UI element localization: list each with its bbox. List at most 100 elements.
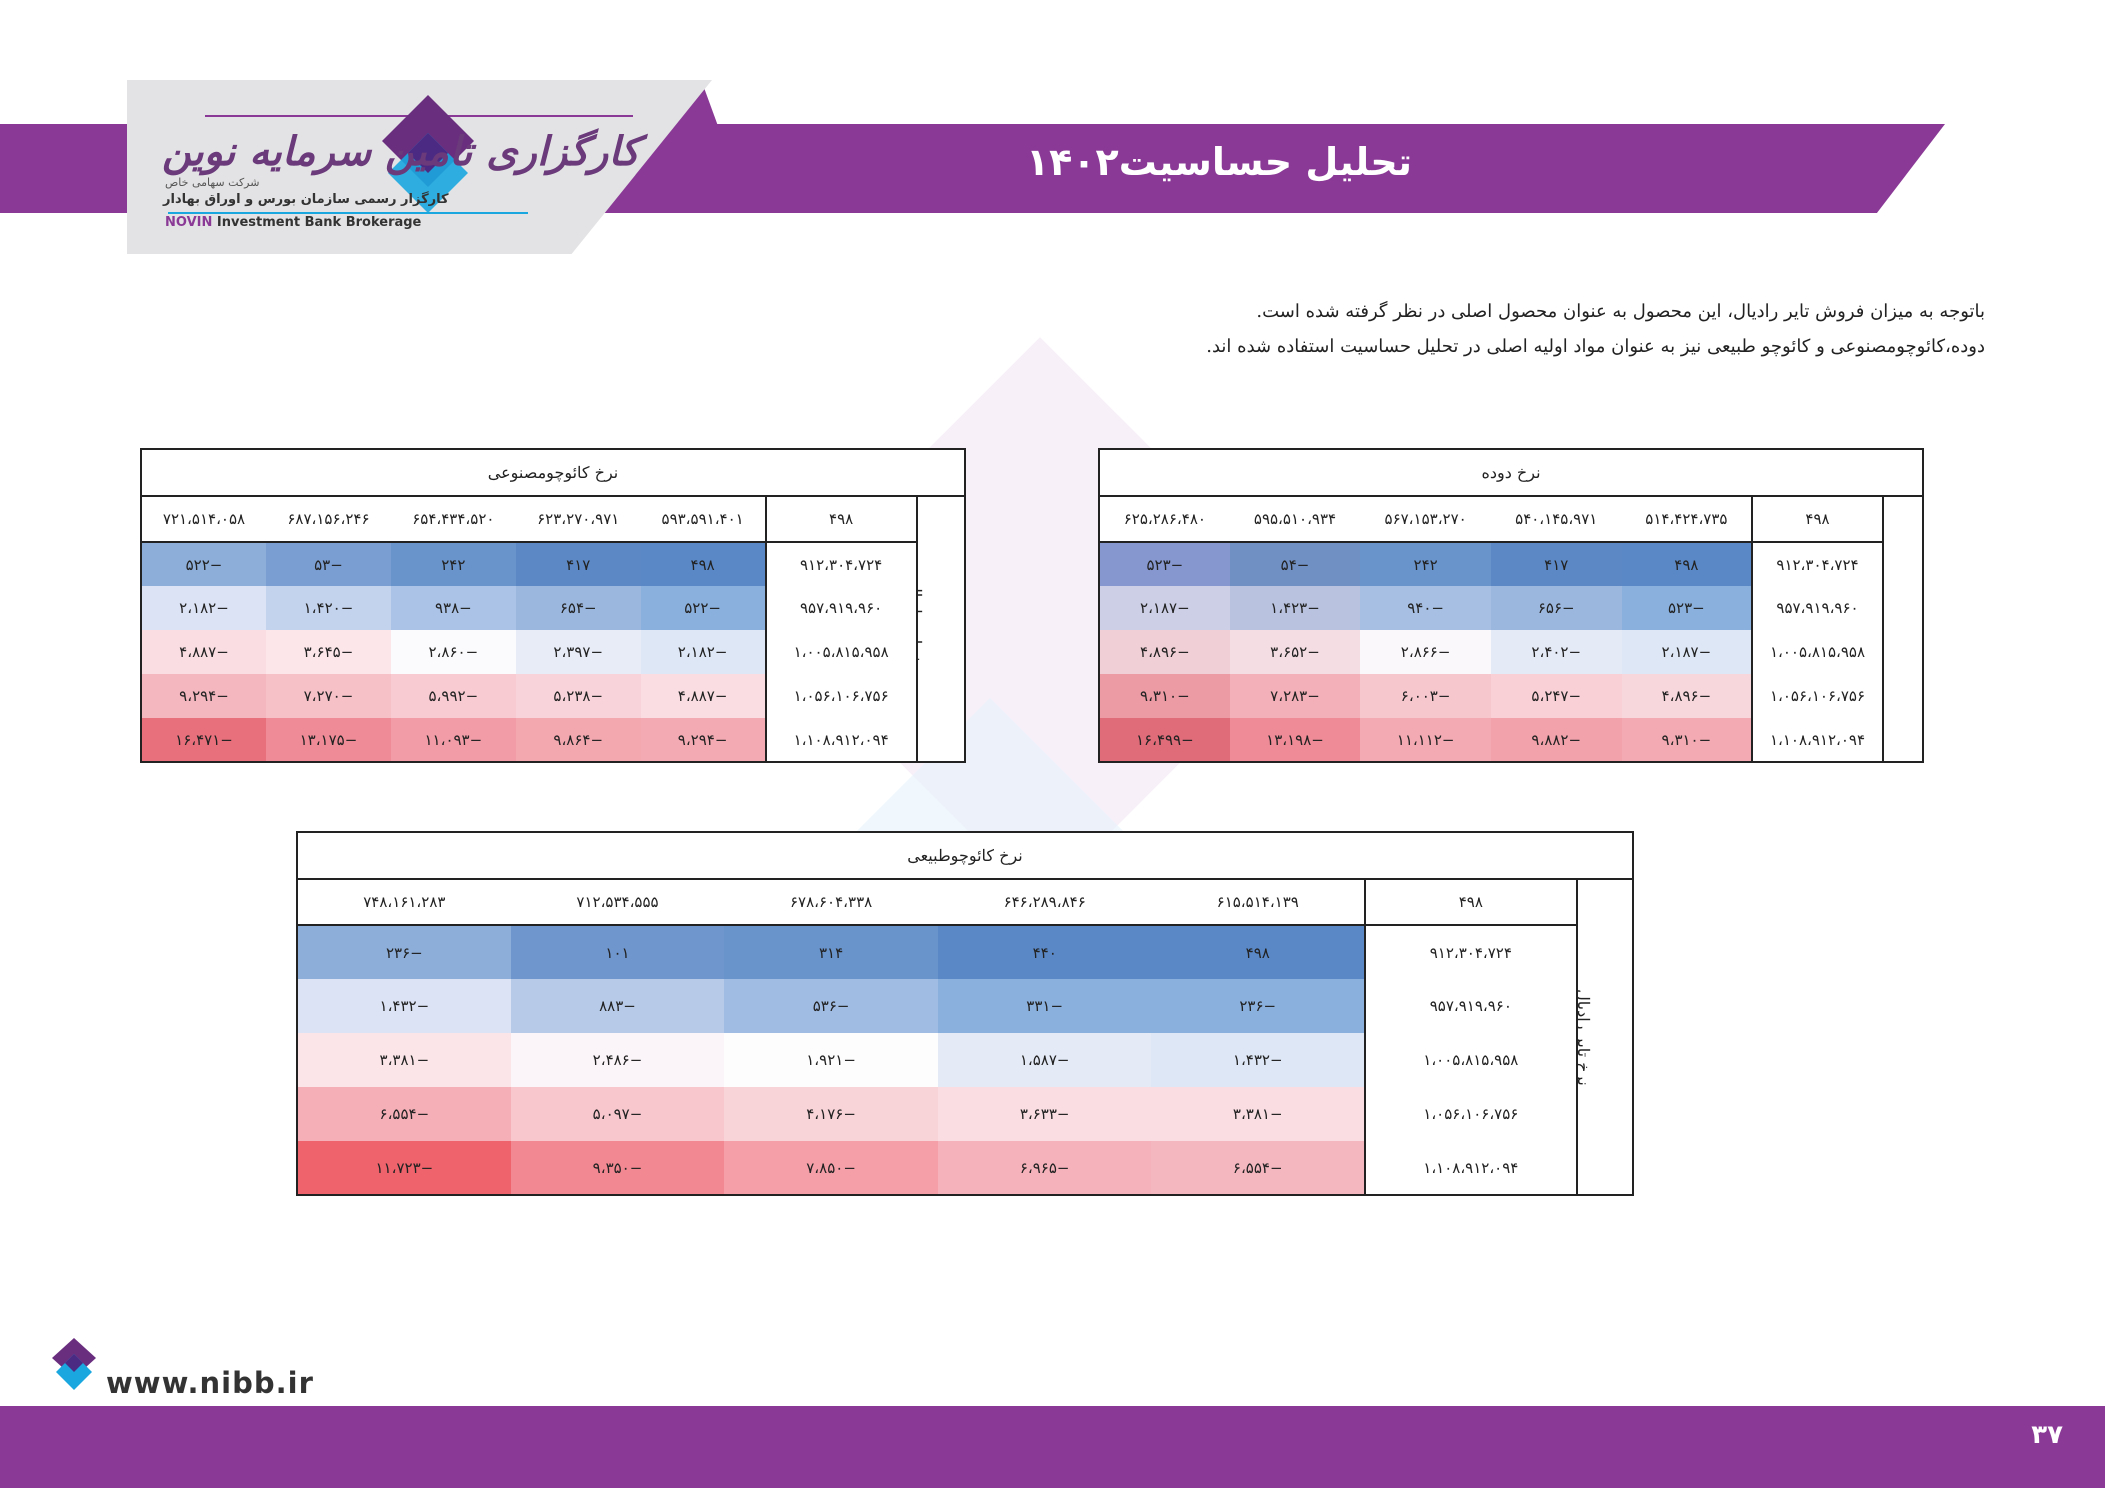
intro-paragraph: باتوجه به میزان فروش تایر رادیال، این مح… bbox=[885, 294, 1985, 364]
column-header: ۵۴۰،۱۴۵،۹۷۱ bbox=[1490, 496, 1622, 542]
row-rate: ۱،۱۰۸،۹۱۲،۰۹۴ bbox=[1364, 1141, 1578, 1195]
row-rate: ۹۵۷،۹۱۹،۹۶۰ bbox=[1364, 979, 1578, 1033]
table-cell: −۵۴ bbox=[1229, 541, 1361, 586]
row-rate: ۱،۰۵۶،۱۰۶،۷۵۶ bbox=[764, 674, 918, 718]
table-cell: −۱،۴۲۰ bbox=[266, 586, 391, 630]
table-cell: ۱۰۱ bbox=[510, 924, 725, 979]
table-cell: −۱،۵۸۷ bbox=[937, 1033, 1152, 1087]
column-header: ۷۲۱،۵۱۴،۰۵۸ bbox=[141, 496, 266, 542]
website-link[interactable]: www.nibb.ir bbox=[106, 1366, 314, 1400]
table-cell: −۹،۲۹۴ bbox=[141, 674, 266, 718]
table-caption-row: نرخ کائوچومصنوعی bbox=[140, 448, 966, 497]
table-header-row: نرخ تایر رادیال ۴۹۸ ۵۹۳،۵۹۱،۴۰۱ ۶۲۳،۲۷۰،۹۷۱… bbox=[141, 495, 967, 763]
table-cell: ۳۱۴ bbox=[724, 924, 938, 979]
table-cell: −۶،۹۶۵ bbox=[937, 1141, 1152, 1195]
table-cell: −۱۱،۰۹۳ bbox=[390, 718, 516, 762]
row-rate: ۱،۱۰۸،۹۱۲،۰۹۴ bbox=[1751, 718, 1884, 762]
sensitivity-table-synthetic-rubber: نرخ کائوچومصنوعی نرخ تایر رادیال ۴۹۸ ۵۹۳،۵۹… bbox=[140, 448, 967, 763]
column-header: ۶۲۳،۲۷۰،۹۷۱ bbox=[515, 496, 641, 542]
row-rate: ۱،۰۰۵،۸۱۵،۹۵۸ bbox=[1364, 1033, 1578, 1087]
sensitivity-table-natural-rubber: نرخ کائوچوطبیعی نرخ تایر رادیال ۴۹۸ ۶۱۵،۵۱۴… bbox=[296, 831, 1635, 1196]
table-cell: −۹۳۸ bbox=[390, 586, 516, 630]
table-row: ۹۵۷،۹۱۹،۹۶۰ −۵۲۳ −۶۵۶ −۹۴۰ −۱،۴۲۳ −۲،۱۸۷ bbox=[1099, 586, 1923, 630]
logo-en-brand: NOVIN bbox=[165, 215, 213, 230]
corner-value: ۴۹۸ bbox=[1751, 496, 1884, 542]
table-cell: −۴،۸۹۶ bbox=[1621, 674, 1753, 718]
table-cell: −۵۳۶ bbox=[724, 979, 938, 1033]
table-cell: −۴،۸۸۷ bbox=[141, 630, 266, 674]
intro-line-1: باتوجه به میزان فروش تایر رادیال، این مح… bbox=[1256, 301, 1985, 322]
row-rate: ۹۵۷،۹۱۹،۹۶۰ bbox=[1751, 586, 1884, 630]
table-cell: −۲۳۶ bbox=[1151, 979, 1366, 1033]
table-cell: ۴۱۷ bbox=[515, 541, 641, 586]
table-cell: −۳،۳۸۱ bbox=[1151, 1087, 1366, 1141]
table-cell: −۱،۴۳۲ bbox=[297, 979, 511, 1033]
table-row: ۹۵۷،۹۱۹،۹۶۰ −۵۲۲ −۶۵۴ −۹۳۸ −۱،۴۲۰ −۲،۱۸۲ bbox=[141, 586, 965, 630]
table-cell: −۶۵۴ bbox=[515, 586, 641, 630]
logo-mark-icon bbox=[382, 95, 474, 213]
row-axis-label: نرخ تایر رادیال bbox=[1575, 878, 1635, 1196]
table-cell: ۴۹۸ bbox=[1621, 541, 1753, 586]
table-cell: −۱۶،۴۹۹ bbox=[1099, 718, 1230, 762]
table-cell: ۴۱۷ bbox=[1490, 541, 1622, 586]
table-cell: −۷،۸۵۰ bbox=[724, 1141, 938, 1195]
table-cell: −۵،۹۹۲ bbox=[390, 674, 516, 718]
sensitivity-table-carbon-black: نرخ دودهنرخ تایر رادیال۴۹۸۵۱۴،۴۲۴،۷۳۵۵۴۰… bbox=[1098, 448, 1925, 763]
table-caption-row: نرخ کائوچوطبیعی bbox=[296, 831, 1634, 880]
table-cell: −۳،۶۳۳ bbox=[937, 1087, 1152, 1141]
column-header: ۵۱۴،۴۲۴،۷۳۵ bbox=[1621, 496, 1753, 542]
table-cell: −۴،۸۸۷ bbox=[640, 674, 766, 718]
corner-value: ۴۹۸ bbox=[764, 496, 918, 542]
column-header: ۵۹۳،۵۹۱،۴۰۱ bbox=[640, 496, 766, 542]
table-cell: ۴۹۸ bbox=[1151, 924, 1366, 979]
column-header: ۶۸۷،۱۵۶،۲۴۶ bbox=[266, 496, 391, 542]
footer-logo-icon bbox=[52, 1338, 96, 1390]
table-cell: ۴۴۰ bbox=[937, 924, 1152, 979]
table-cell: ۲۴۲ bbox=[1360, 541, 1491, 586]
table-cell: −۲،۴۸۶ bbox=[510, 1033, 725, 1087]
table-cell: ۲۴۲ bbox=[390, 541, 516, 586]
table-cell: −۹،۲۹۴ bbox=[640, 718, 766, 762]
table-row: ۱،۰۰۵،۸۱۵،۹۵۸ −۱،۴۳۲ −۱،۵۸۷ −۱،۹۲۱ −۲،۴۸۶ −۳،… bbox=[297, 1033, 1633, 1087]
column-header: ۷۴۸،۱۶۱،۲۸۳ bbox=[297, 879, 511, 925]
table-cell: −۵۳ bbox=[266, 541, 391, 586]
table-cell: −۹،۳۱۰ bbox=[1099, 674, 1230, 718]
row-rate: ۹۱۲،۳۰۴،۷۲۴ bbox=[764, 541, 918, 586]
table-cell: −۳،۳۸۱ bbox=[297, 1033, 511, 1087]
table-cell: −۶،۵۵۴ bbox=[297, 1087, 511, 1141]
logo-text-fa: کارگزاری تامین سرمایه نوین bbox=[162, 128, 640, 175]
table-header-row: نرخ تایر رادیال ۴۹۸ ۶۱۵،۵۱۴،۱۳۹ ۶۴۶،۲۸۹،۸۴۶… bbox=[297, 878, 1635, 1196]
table-cell: −۲،۱۸۲ bbox=[640, 630, 766, 674]
table-row: ۹۵۷،۹۱۹،۹۶۰ −۲۳۶ −۳۳۱ −۵۳۶ −۸۸۳ −۱،۴۳۲ bbox=[297, 979, 1633, 1033]
table-cell: −۳،۶۵۲ bbox=[1229, 630, 1361, 674]
table-cell: −۴،۸۹۶ bbox=[1099, 630, 1230, 674]
table-cell: −۱۱،۱۱۲ bbox=[1360, 718, 1491, 762]
table-row: ۱،۰۵۶،۱۰۶،۷۵۶ −۴،۸۹۶ −۵،۲۴۷ −۶،۰۰۳ −۷،۲۸۳ −۹،… bbox=[1099, 674, 1923, 718]
table-cell: −۲،۱۸۷ bbox=[1099, 586, 1230, 630]
table-cell: −۲،۳۹۷ bbox=[515, 630, 641, 674]
table-row: ۹۱۲،۳۰۴،۷۲۴ ۴۹۸ ۴۱۷ ۲۴۲ −۵۳ −۵۲۲ bbox=[141, 541, 965, 586]
table-row: ۱،۱۰۸،۹۱۲،۰۹۴ −۹،۲۹۴ −۹،۸۶۴ −۱۱،۰۹۳ −۱۳،۱۷۵−… bbox=[141, 718, 965, 762]
row-axis-label: نرخ تایر رادیال bbox=[1881, 495, 1925, 763]
table-cell: −۶،۵۵۴ bbox=[1151, 1141, 1366, 1195]
table-cell: −۱۳،۱۷۵ bbox=[266, 718, 391, 762]
table-cell: ۴۹۸ bbox=[640, 541, 766, 586]
table-row: ۱،۰۵۶،۱۰۶،۷۵۶ −۳،۳۸۱ −۳،۶۳۳ −۴،۱۷۶ −۵،۰۹۷ −۶،… bbox=[297, 1087, 1633, 1141]
row-rate: ۹۱۲،۳۰۴،۷۲۴ bbox=[1364, 924, 1578, 979]
column-header: ۶۴۶،۲۸۹،۸۴۶ bbox=[937, 879, 1152, 925]
table-cell: −۷،۲۸۳ bbox=[1229, 674, 1361, 718]
table-header-row: نرخ تایر رادیال۴۹۸۵۱۴،۴۲۴،۷۳۵۵۴۰،۱۴۵،۹۷۱… bbox=[1099, 495, 1925, 763]
table-cell: −۹،۳۵۰ bbox=[510, 1141, 725, 1195]
row-rate: ۹۱۲،۳۰۴،۷۲۴ bbox=[1751, 541, 1884, 586]
row-axis-label: نرخ تایر رادیال bbox=[915, 495, 967, 763]
table-row: ۹۱۲،۳۰۴،۷۲۴ ۴۹۸ ۴۴۰ ۳۱۴ ۱۰۱ −۲۳۶ bbox=[297, 924, 1633, 979]
row-rate: ۱،۰۵۶،۱۰۶،۷۵۶ bbox=[1751, 674, 1884, 718]
page-number: ۳۷ bbox=[2031, 1420, 2063, 1450]
table-caption-row: نرخ دوده bbox=[1098, 448, 1924, 497]
table-caption: نرخ کائوچومصنوعی bbox=[140, 448, 966, 497]
row-rate: ۹۵۷،۹۱۹،۹۶۰ bbox=[764, 586, 918, 630]
table-cell: −۴،۱۷۶ bbox=[724, 1087, 938, 1141]
logo-rule-blue bbox=[168, 212, 528, 214]
page-title: تحلیل حساسیت۱۴۰۲ bbox=[1025, 140, 1412, 184]
row-rate: ۱،۰۵۶،۱۰۶،۷۵۶ bbox=[1364, 1087, 1578, 1141]
